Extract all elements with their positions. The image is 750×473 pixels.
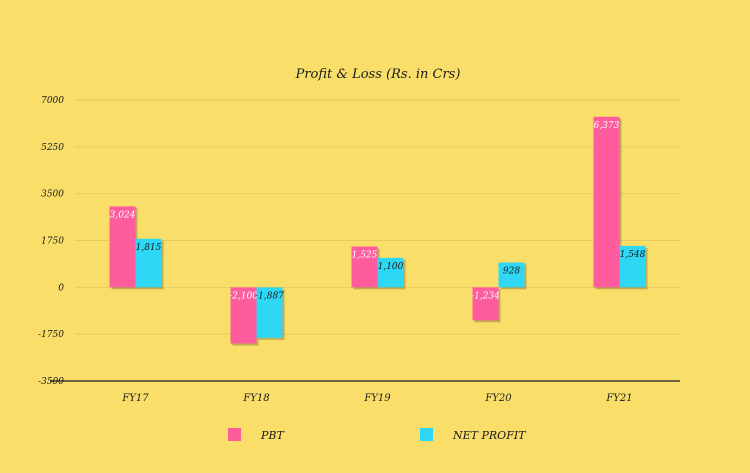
bar-pbt — [472, 287, 499, 321]
x-tick-label: FY20 — [484, 393, 512, 404]
data-label: 928 — [503, 266, 520, 276]
x-tick-label: FY17 — [121, 393, 149, 404]
x-axis-tick-labels: FY17 FY18 FY19 FY20 FY21 — [121, 393, 632, 404]
bar-pbt — [230, 287, 257, 344]
y-tick-label: 1750 — [41, 237, 64, 247]
bar-pbt — [593, 116, 620, 288]
legend-label: PBT — [260, 429, 285, 442]
data-label: -1,234 — [471, 291, 500, 301]
legend-swatch — [228, 428, 241, 441]
x-tick-label: FY19 — [363, 393, 391, 404]
y-tick-label: 0 — [58, 283, 64, 293]
data-label: -2,100 — [229, 291, 258, 301]
y-tick-label: 7000 — [41, 96, 64, 106]
bar-net-profit — [256, 287, 283, 338]
legend-label: NET PROFIT — [452, 429, 527, 442]
data-label: 6,373 — [594, 121, 620, 131]
data-label: 1,548 — [620, 250, 646, 260]
bar-net-profit — [135, 238, 162, 288]
bar-net-profit — [619, 245, 646, 288]
data-label: 1,815 — [136, 243, 162, 253]
x-tick-label: FY18 — [242, 393, 269, 404]
y-tick-label: 3500 — [41, 190, 64, 200]
data-label: -1,887 — [255, 291, 284, 301]
y-axis-ticks: 7000 5250 3500 1750 0 -1750 -3500 — [38, 96, 64, 387]
chart-title: Profit & Loss (Rs. in Crs) — [295, 67, 461, 82]
legend: PBT NET PROFIT — [228, 428, 527, 442]
bar-net-profit — [377, 257, 404, 288]
bar-pbt — [109, 206, 136, 288]
x-tick-label: FY21 — [605, 393, 632, 404]
y-tick-label: 5250 — [41, 143, 64, 153]
bar-net-profit — [498, 262, 525, 288]
data-label: 1,100 — [378, 262, 404, 272]
bar-pbt — [351, 246, 378, 288]
y-tick-label: -1750 — [38, 330, 64, 340]
data-label: 1,525 — [352, 251, 378, 261]
y-tick-label: -3500 — [38, 377, 64, 387]
legend-swatch — [420, 428, 433, 441]
gridlines — [75, 99, 680, 335]
data-label: 3,024 — [110, 210, 136, 220]
